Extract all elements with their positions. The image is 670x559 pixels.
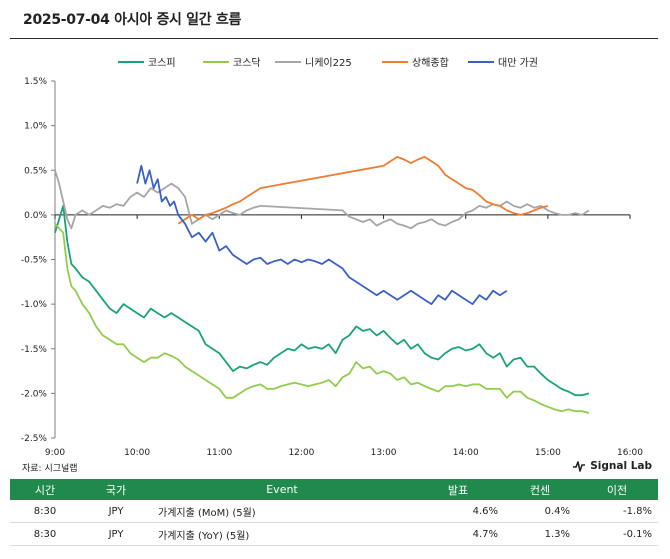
brand-logo: Signal Lab — [572, 460, 652, 472]
cell-country: JPY — [80, 500, 152, 523]
table-header-row: 시간 국가 Event 발표 컨센 이전 — [10, 479, 658, 500]
cell-event: 가계지출 (MoM) (5월) — [152, 500, 412, 523]
y-tick-label: 0.0% — [24, 211, 47, 221]
series-line-4 — [177, 155, 549, 225]
x-tick-label: 16:00 — [617, 448, 643, 458]
cell-consensus: 1.3% — [504, 522, 576, 546]
signal-icon — [573, 461, 586, 472]
economic-events-table: 시간 국가 Event 발표 컨센 이전 8:30 JPY 가계지출 (MoM)… — [10, 479, 658, 546]
col-country: 국가 — [80, 479, 152, 500]
x-tick-label: 14:00 — [453, 448, 479, 458]
series-line-5 — [136, 164, 508, 306]
series-line-1 — [54, 204, 590, 397]
line-chart: 1.5% 1.0% 0.5% 0.0% -0.5% -1.0% -1.5% -2.0% -2.5… — [21, 56, 643, 458]
x-tick-label: 11:00 — [206, 448, 232, 458]
legend-label: 코스피 — [148, 57, 176, 69]
cell-country: JPY — [80, 522, 152, 546]
col-previous: 이전 — [576, 479, 658, 500]
y-tick-label: 0.5% — [24, 166, 47, 176]
x-tick-label: 10:00 — [124, 448, 150, 458]
page-title: 2025-07-04 아시아 증시 일간 흐름 — [23, 12, 242, 28]
cell-actual: 4.6% — [412, 500, 504, 523]
cell-previous: -0.1% — [576, 522, 658, 546]
cell-previous: -1.8% — [576, 500, 658, 523]
y-tick-label: -1.5% — [21, 345, 48, 355]
y-tick-label: -2.0% — [21, 389, 48, 399]
col-actual: 발표 — [412, 479, 504, 500]
col-time: 시간 — [10, 479, 80, 500]
y-tick-label: -1.0% — [21, 300, 48, 310]
title-divider — [10, 38, 658, 39]
cell-event: 가계지출 (YoY) (5월) — [152, 522, 412, 546]
table-row: 8:30 JPY 가계지출 (YoY) (5월) 4.7% 1.3% -0.1% — [10, 522, 658, 546]
legend-label: 코스닥 — [233, 57, 261, 69]
series-line-2 — [54, 223, 590, 414]
table-row: 8:30 JPY 가계지출 (MoM) (5월) 4.6% 0.4% -1.8% — [10, 500, 658, 523]
legend-label: 니케이225 — [305, 57, 352, 69]
legend-label: 상해종합 — [412, 56, 449, 69]
cell-time: 8:30 — [10, 522, 80, 546]
source-note: 자료: 시그널랩 — [22, 464, 78, 474]
cell-actual: 4.7% — [412, 522, 504, 546]
col-consensus: 컨센 — [504, 479, 576, 500]
x-tick-label: 12:00 — [288, 448, 314, 458]
cell-consensus: 0.4% — [504, 500, 576, 523]
legend-label: 대만 가권 — [498, 57, 538, 69]
col-event: Event — [152, 479, 412, 500]
y-tick-label: -2.5% — [21, 434, 48, 444]
y-tick-label: 1.5% — [24, 77, 47, 87]
x-tick-label: 13:00 — [371, 448, 397, 458]
x-tick-label: 15:00 — [535, 448, 561, 458]
cell-time: 8:30 — [10, 500, 80, 523]
brand-name: Signal Lab — [590, 460, 652, 472]
x-tick-label: 9:00 — [45, 448, 65, 458]
series-line-3 — [54, 170, 590, 230]
y-tick-label: 1.0% — [24, 122, 47, 132]
y-tick-label: -0.5% — [21, 256, 48, 266]
